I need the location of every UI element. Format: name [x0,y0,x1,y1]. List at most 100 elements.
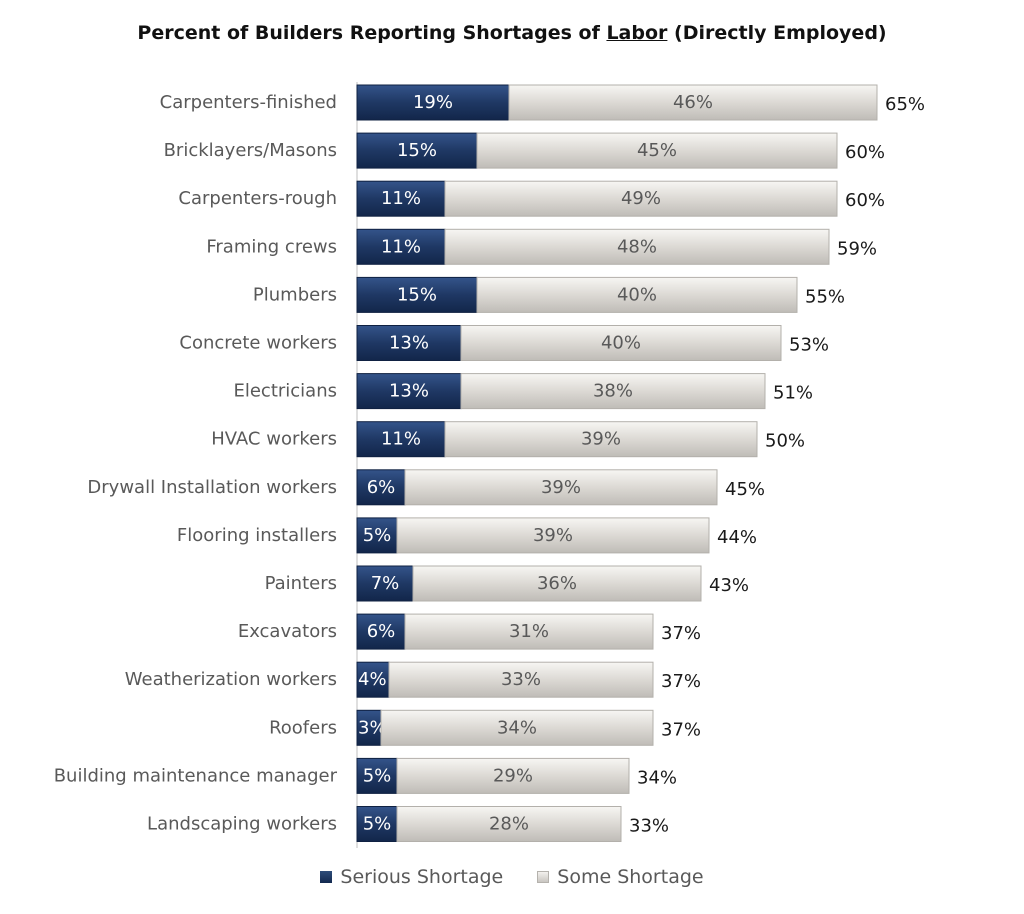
data-label-total: 43% [709,575,749,596]
bar-some-shortage [388,661,654,698]
data-label-total: 60% [845,190,885,211]
bar-some-shortage [460,325,782,361]
bar-some-shortage [396,806,622,842]
category-label: Excavators [238,621,337,642]
bar-some-shortage [444,228,830,265]
data-label-serious: 15% [397,284,437,305]
data-label-some: 31% [509,621,549,642]
data-label-some: 39% [581,429,621,450]
category-label: Building maintenance manager [54,765,338,786]
data-label-serious: 3% [358,717,387,738]
category-label: Plumbers [253,284,337,305]
bar-some-shortage [412,565,702,602]
data-label-some: 39% [533,525,573,546]
category-label: Weatherization workers [125,669,337,690]
data-label-serious: 5% [363,765,392,786]
bar-some-shortage [460,373,766,410]
bar-serious-shortage [356,84,510,121]
data-label-some: 46% [673,92,713,113]
category-label: Carpenters-finished [160,92,337,113]
chart-title-suffix: (Directly Employed) [667,22,887,44]
bar-some-shortage [380,709,654,746]
category-label: Framing crews [206,236,337,257]
category-label: Concrete workers [179,333,337,354]
data-label-total: 37% [661,719,701,740]
data-label-total: 65% [885,94,925,115]
legend-item-some: Some Shortage [537,866,704,888]
data-label-total: 45% [725,479,765,500]
data-label-some: 40% [617,284,657,305]
category-label: Drywall Installation workers [87,477,337,498]
data-label-serious: 6% [367,477,396,498]
bar-some-shortage [396,517,710,554]
category-label: Landscaping workers [147,814,337,835]
bar-some-shortage [476,276,798,313]
category-label: Flooring installers [177,525,337,546]
data-label-some: 38% [593,381,633,402]
data-label-some: 34% [497,717,537,738]
category-label: Roofers [269,717,337,738]
bar-serious-shortage [356,373,462,410]
bar-some-shortage [396,757,630,794]
bar-serious-shortage [356,180,446,217]
bar-some-shortage [476,132,838,169]
category-label: HVAC workers [211,429,337,450]
data-label-serious: 11% [381,236,421,257]
bar-serious-shortage [356,709,382,746]
data-label-total: 50% [765,431,805,452]
data-label-total: 34% [637,767,677,788]
data-label-serious: 6% [367,621,396,642]
category-label: Electricians [233,381,337,402]
data-label-serious: 19% [413,92,453,113]
data-label-total: 37% [661,671,701,692]
data-label-some: 33% [501,669,541,690]
category-label: Bricklayers/Masons [164,140,337,161]
data-label-some: 39% [541,477,581,498]
bar-serious-shortage [356,613,406,650]
data-label-some: 48% [617,236,657,257]
data-label-total: 44% [717,527,757,548]
legend-item-serious: Serious Shortage [320,866,503,888]
bar-some-shortage [444,421,758,458]
bar-serious-shortage [356,228,446,265]
data-label-some: 29% [493,765,533,786]
data-label-serious: 5% [363,814,392,835]
data-label-total: 59% [837,238,877,259]
bar-serious-shortage [356,469,406,506]
bars-layer: Carpenters-finished 19% 46% 65% Bricklayers/… [54,84,925,842]
bar-serious-shortage [356,565,414,602]
chart-title: Percent of Builders Reporting Shortages … [0,22,1024,44]
data-label-serious: 13% [389,333,429,354]
data-label-total: 53% [789,335,829,356]
chart-title-underlined: Labor [606,22,668,44]
data-label-total: 33% [629,816,669,837]
bar-serious-shortage [356,806,398,842]
data-label-total: 37% [661,623,701,644]
data-label-some: 45% [637,140,677,161]
legend-swatch-some [537,871,550,883]
chart-title-main: Percent of Builders Reporting Shortages … [137,22,607,44]
bar-some-shortage [404,613,654,650]
data-label-serious: 4% [358,669,387,690]
data-label-serious: 11% [381,429,421,450]
bar-some-shortage [508,84,878,121]
data-label-serious: 13% [389,381,429,402]
legend-label-some: Some Shortage [557,866,704,888]
legend-swatch-serious [320,871,333,883]
data-label-some: 40% [601,333,641,354]
data-label-serious: 11% [381,188,421,209]
bar-serious-shortage [356,276,478,313]
legend-label-serious: Serious Shortage [340,866,504,888]
category-label: Carpenters-rough [178,188,337,209]
data-label-some: 49% [621,188,661,209]
stacked-bar-chart: Carpenters-finished 19% 46% 65% Bricklayers/… [54,82,925,848]
data-label-some: 28% [489,814,529,835]
data-label-total: 55% [805,286,845,307]
data-label-serious: 7% [371,573,400,594]
data-label-serious: 5% [363,525,392,546]
data-label-some: 36% [537,573,577,594]
legend: Serious Shortage Some Shortage [0,866,1024,888]
data-label-total: 60% [845,142,885,163]
bar-some-shortage [444,180,838,217]
bar-serious-shortage [356,325,462,361]
